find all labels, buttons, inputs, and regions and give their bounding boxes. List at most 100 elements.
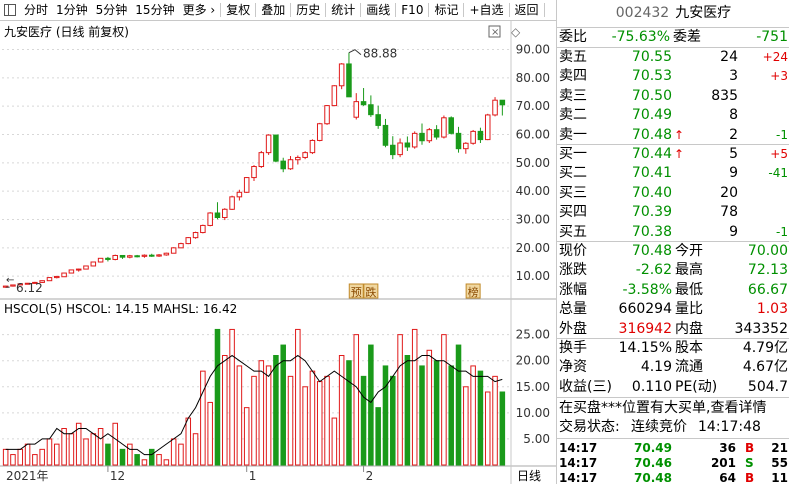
bid-level-row[interactable]: 买三 70.40 20 bbox=[557, 184, 789, 203]
price-tick-label: 50.00 bbox=[516, 156, 550, 170]
weibi-value: -75.63% bbox=[611, 29, 670, 45]
toolbar-item[interactable]: 叠加 bbox=[261, 3, 286, 17]
toolbar-item[interactable]: +自选 bbox=[469, 3, 504, 17]
candle-body bbox=[163, 252, 170, 256]
candle-body bbox=[134, 255, 140, 258]
toolbar-item[interactable]: 1分钟 bbox=[56, 3, 88, 17]
toolbar-item[interactable]: 更多 › bbox=[182, 3, 216, 17]
toolbar-item[interactable]: 画线 bbox=[366, 3, 391, 17]
level-price: 70.49 bbox=[631, 107, 672, 124]
candle-body bbox=[338, 63, 345, 87]
level-price: 70.50 bbox=[631, 87, 672, 104]
price-tick-label: 10.00 bbox=[516, 269, 550, 283]
tick-volume: 36 bbox=[719, 441, 736, 455]
toolbar-separator bbox=[395, 3, 397, 17]
close-panel-button[interactable] bbox=[488, 25, 501, 38]
bid-level-row[interactable]: 买二 70.41 9 -41 bbox=[557, 164, 789, 183]
ask-level-row[interactable]: 卖三 70.50 835 bbox=[557, 87, 789, 106]
toolbar-item[interactable]: 历史 bbox=[296, 3, 321, 17]
candle-body bbox=[148, 254, 155, 257]
candle-body bbox=[214, 212, 221, 219]
stat-label: 换手 bbox=[559, 340, 587, 356]
candle-body bbox=[178, 243, 184, 249]
volume-bar bbox=[375, 407, 381, 466]
quote-stat-row: 涨跌 -2.62 最高 72.13 bbox=[557, 261, 789, 280]
toolbar-item[interactable]: 5分钟 bbox=[95, 3, 128, 17]
quote-stat-row: 外盘 316942 内盘 343352 bbox=[557, 320, 789, 339]
volume-bar bbox=[170, 438, 177, 466]
volume-bar bbox=[163, 459, 170, 466]
toolbar-item[interactable]: 返回 bbox=[514, 3, 539, 17]
ask-level-row[interactable]: 卖四 70.53 3 +3 bbox=[557, 67, 789, 86]
toolbar-separator bbox=[543, 3, 545, 17]
volume-bar bbox=[382, 365, 389, 466]
volume-bar bbox=[2, 448, 9, 466]
volume-bar bbox=[46, 438, 53, 466]
quote-sidebar: 002432 九安医疗 委比 -75.63% 委差 -751 卖五 70.55 24 +… bbox=[556, 0, 789, 485]
candle-body bbox=[265, 134, 272, 154]
candle-body bbox=[280, 160, 286, 170]
candle-body bbox=[331, 85, 338, 107]
volume-tick-label: 15.00 bbox=[516, 380, 550, 394]
volume-bar bbox=[295, 328, 301, 466]
quote-stat-row: 总量 660294 量比 1.03 bbox=[557, 300, 789, 319]
bid-level-row[interactable]: 买一 70.44 ↑ 5 +5 bbox=[557, 145, 789, 164]
toolbar-item[interactable]: 标记 bbox=[434, 3, 459, 17]
candle-body bbox=[68, 269, 75, 274]
panel-toggle-icon[interactable] bbox=[4, 4, 16, 16]
event-marker[interactable] bbox=[465, 283, 481, 299]
toolbar-item[interactable]: 复权 bbox=[226, 3, 251, 17]
candle-body bbox=[97, 257, 104, 263]
candle-body bbox=[39, 280, 45, 283]
candle-body bbox=[156, 254, 162, 257]
volume-bar bbox=[68, 433, 75, 466]
event-marker[interactable] bbox=[363, 283, 379, 299]
level-label: 买三 bbox=[559, 184, 587, 201]
event-marker[interactable] bbox=[348, 283, 364, 299]
toolbar-separator bbox=[463, 3, 465, 17]
stock-chart[interactable]: 10.00 20.00 30.00 40.00 50.00 60.00 70.00 80.00… bbox=[0, 21, 556, 484]
level-change: -1 bbox=[776, 224, 788, 239]
volume-bar bbox=[404, 355, 411, 466]
level-volume: 20 bbox=[720, 184, 738, 201]
period-daily-button[interactable]: 日线 bbox=[517, 469, 541, 483]
candle-body bbox=[127, 255, 133, 258]
candle-body bbox=[54, 275, 60, 279]
stat-value: 0.110 bbox=[631, 378, 672, 395]
price-tick-label: 20.00 bbox=[516, 241, 550, 255]
toolbar-item[interactable]: F10 bbox=[401, 3, 424, 17]
volume-bar bbox=[411, 328, 418, 466]
tick-count: 11 bbox=[771, 471, 788, 485]
big-order-notice[interactable]: 在买盘***位置有大买单,查看详情 bbox=[557, 399, 789, 418]
candle-body bbox=[24, 282, 31, 285]
volume-bar bbox=[156, 454, 162, 466]
volume-bar bbox=[97, 428, 104, 466]
level-label: 卖一 bbox=[559, 126, 587, 143]
candle-body bbox=[441, 117, 447, 138]
bid-level-row[interactable]: 买五 70.38 9 -1 bbox=[557, 223, 789, 242]
volume-bar bbox=[119, 448, 126, 466]
level-price: 70.48 bbox=[631, 126, 672, 143]
volume-bar bbox=[492, 375, 498, 466]
level-volume: 5 bbox=[729, 146, 738, 162]
level-label: 买五 bbox=[559, 223, 587, 240]
volume-bar bbox=[331, 417, 338, 466]
toolbar-item[interactable]: 统计 bbox=[331, 3, 356, 17]
candle-body bbox=[46, 277, 53, 282]
bid-level-row[interactable]: 买四 70.39 78 bbox=[557, 203, 789, 222]
diamond-icon[interactable]: ◇ bbox=[511, 25, 521, 39]
volume-bar bbox=[75, 422, 82, 466]
level-price: 70.53 bbox=[631, 68, 672, 85]
tick-volume: 201 bbox=[710, 456, 736, 470]
level-label: 买四 bbox=[559, 204, 587, 221]
ask-level-row[interactable]: 卖二 70.49 8 bbox=[557, 106, 789, 125]
ask-level-row[interactable]: 卖一 70.48 ↑ 2 -1 bbox=[557, 126, 789, 145]
ask-level-row[interactable]: 卖五 70.55 24 +24 bbox=[557, 48, 789, 67]
notice-text: 在买盘***位置有大买单,查看详情 bbox=[559, 400, 767, 416]
toolbar-item[interactable]: 15分钟 bbox=[135, 3, 175, 17]
quote-stat-row: 现价 70.48 今开 70.00 bbox=[557, 242, 789, 261]
volume-bar bbox=[243, 407, 250, 466]
volume-bar bbox=[353, 334, 360, 466]
toolbar-item[interactable]: 分时 bbox=[24, 3, 49, 17]
candle-body bbox=[273, 134, 279, 162]
